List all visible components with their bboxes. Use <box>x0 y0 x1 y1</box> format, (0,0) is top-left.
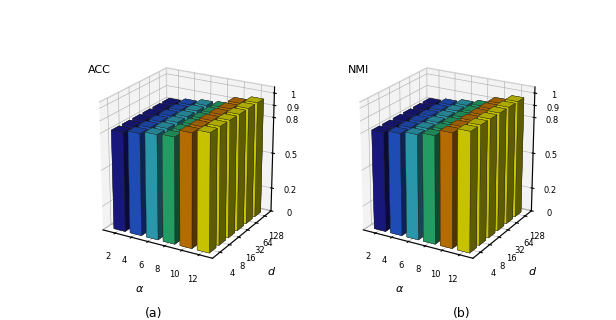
Text: (b): (b) <box>453 307 471 320</box>
Text: NMI: NMI <box>348 65 370 75</box>
Text: ACC: ACC <box>88 65 111 75</box>
Y-axis label: d: d <box>528 267 535 277</box>
Y-axis label: d: d <box>268 267 275 277</box>
X-axis label: α: α <box>136 284 143 294</box>
X-axis label: α: α <box>396 284 403 294</box>
Text: (a): (a) <box>145 307 163 320</box>
